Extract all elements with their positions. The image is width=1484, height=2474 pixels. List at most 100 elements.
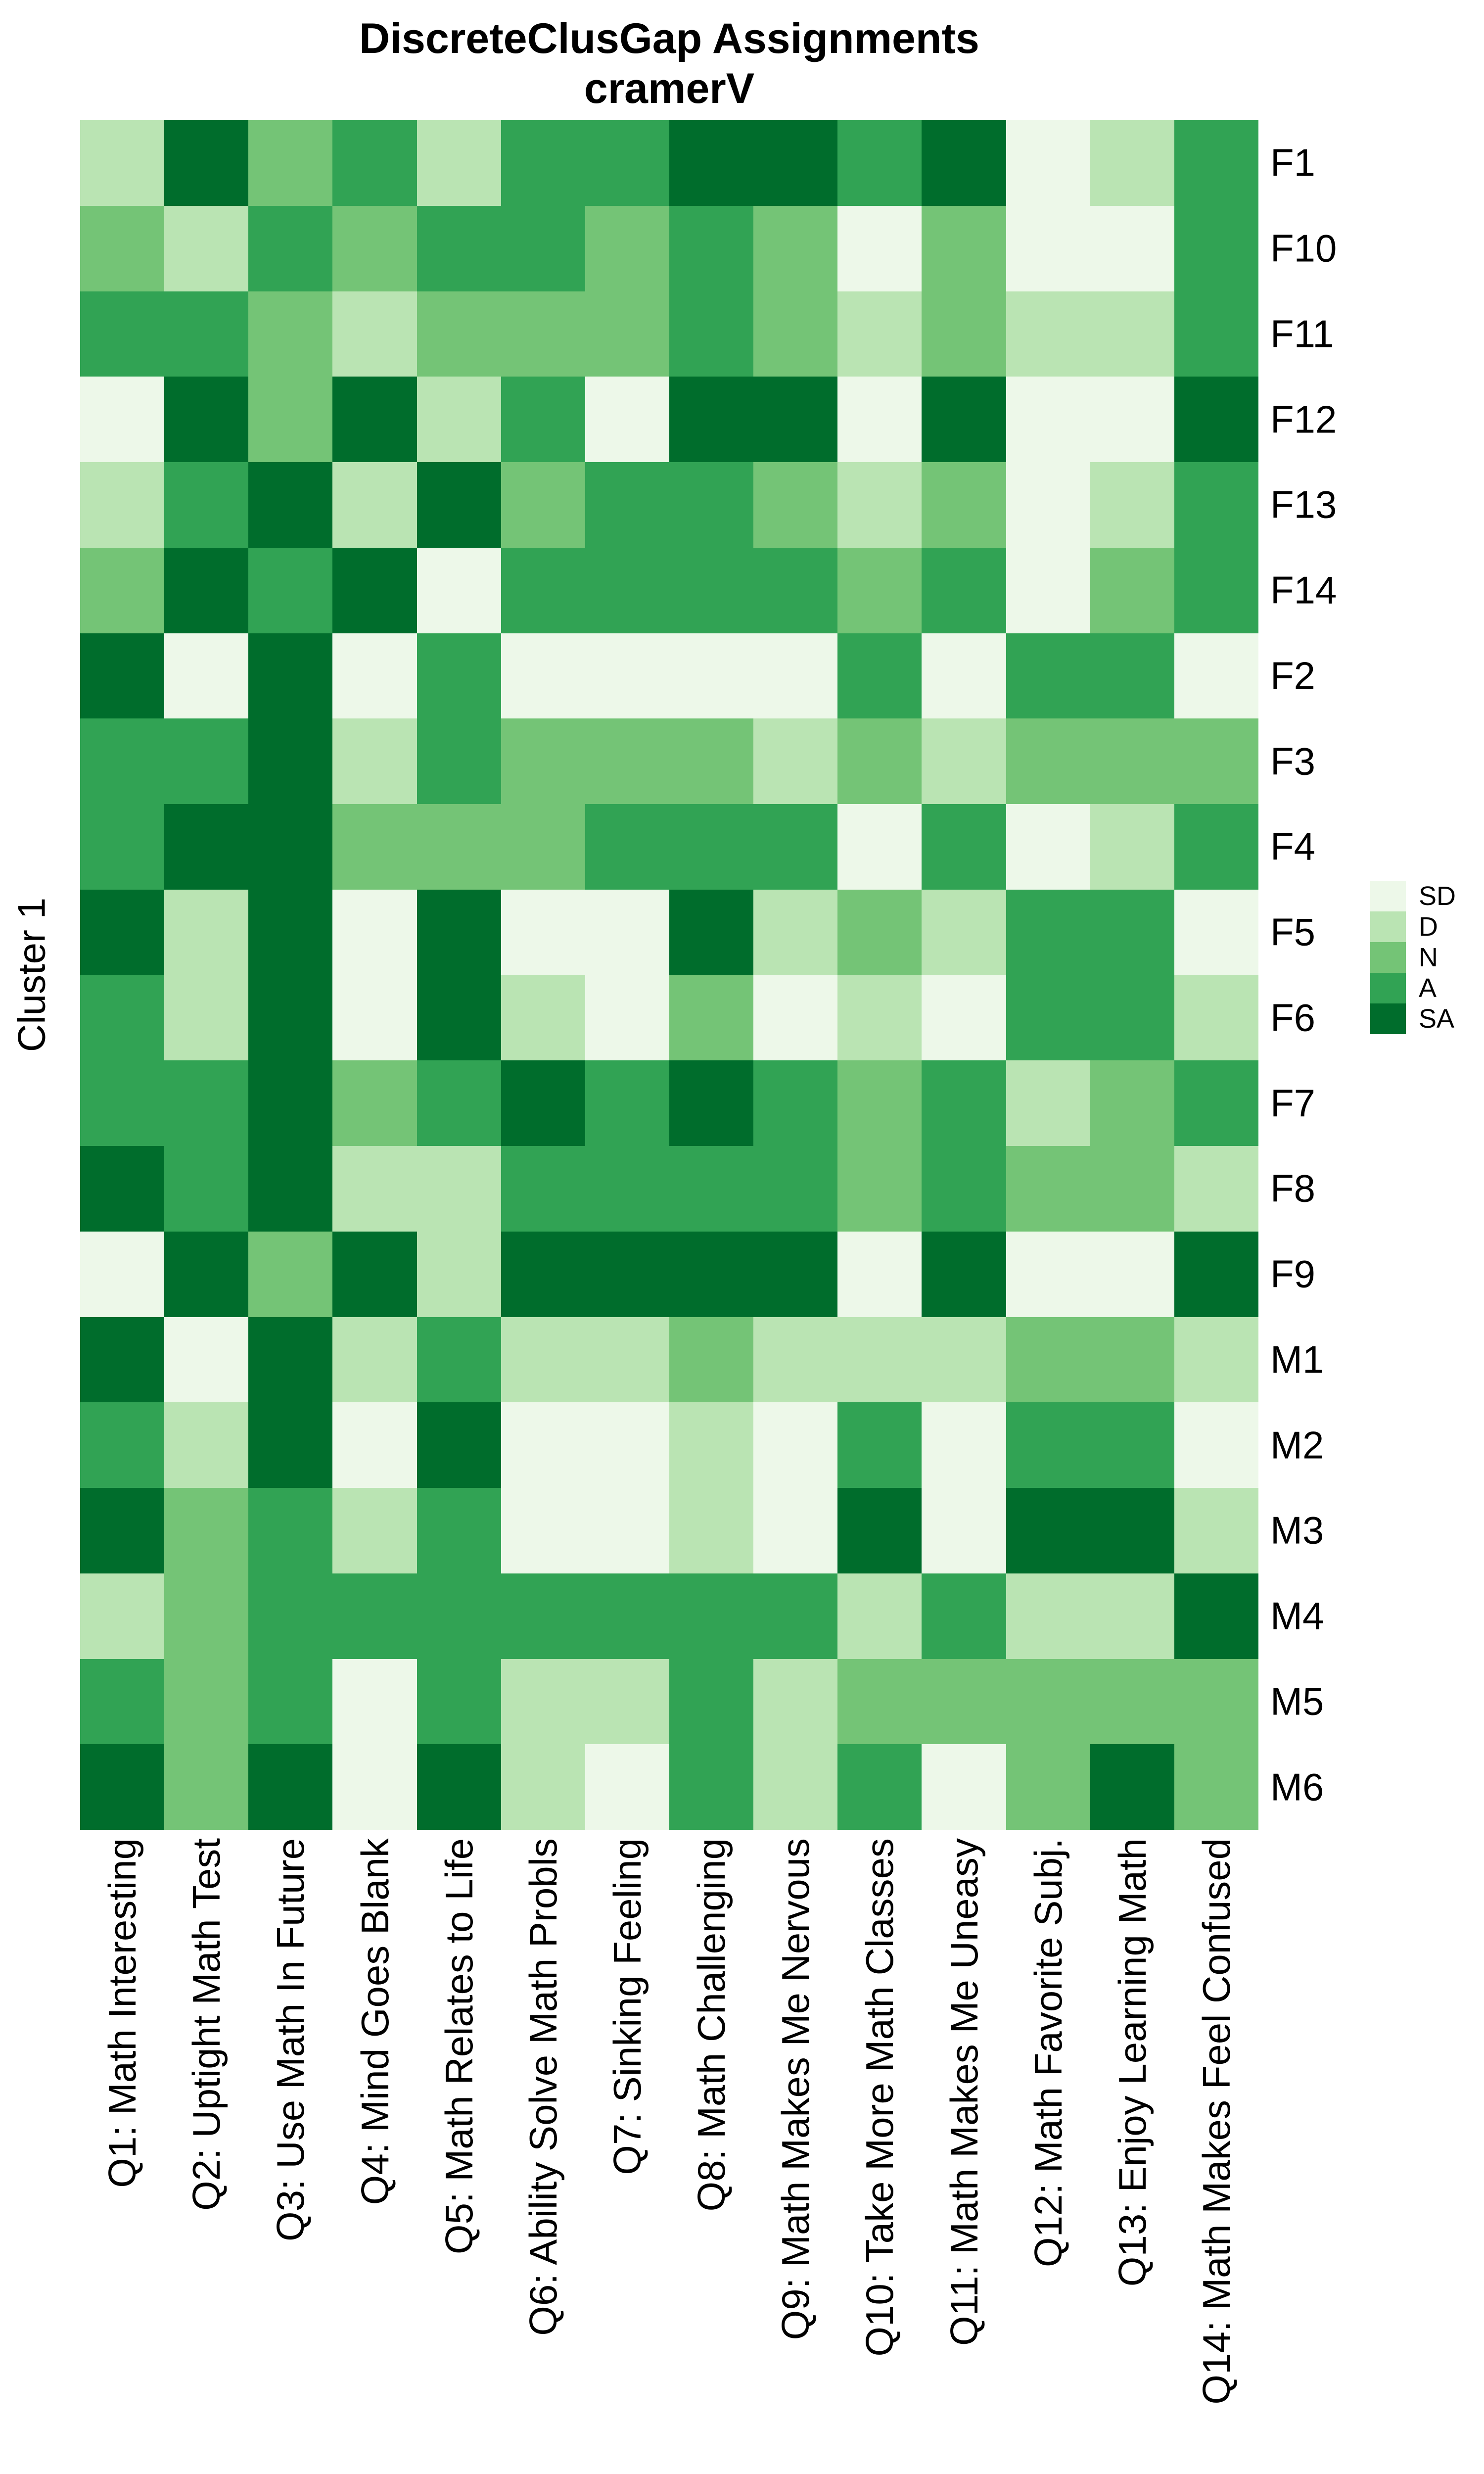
heatmap-cell — [922, 547, 1006, 633]
heatmap-cell — [1006, 1402, 1090, 1488]
heatmap-cell — [669, 804, 754, 890]
heatmap-cell — [248, 889, 333, 975]
heatmap-cell — [417, 889, 501, 975]
heatmap-cell — [164, 1488, 249, 1573]
heatmap-cell — [80, 975, 165, 1061]
heatmap-cell — [248, 1744, 333, 1830]
heatmap-cell — [248, 718, 333, 804]
heatmap-cell — [417, 1488, 501, 1573]
heatmap-cell — [164, 718, 249, 804]
heatmap-cell — [1090, 1317, 1174, 1403]
heatmap-cell — [80, 1659, 165, 1745]
row-label: F2 — [1270, 654, 1316, 698]
heatmap-cell — [501, 1573, 585, 1659]
legend-label: D — [1419, 912, 1438, 942]
heatmap-cell — [837, 120, 922, 206]
legend-swatch — [1370, 1003, 1406, 1034]
heatmap-cell — [80, 1231, 165, 1317]
heatmap-cell — [332, 1573, 417, 1659]
row-label: M5 — [1270, 1679, 1324, 1723]
heatmap-cell — [922, 205, 1006, 291]
row-label: M4 — [1270, 1594, 1324, 1638]
col-label: Q11: Math Makes Me Uneasy — [942, 1838, 986, 2346]
heatmap-cell — [1006, 889, 1090, 975]
heatmap-cell — [248, 1402, 333, 1488]
heatmap-cell — [80, 462, 165, 548]
col-label: Q10: Take More Math Classes — [858, 1838, 902, 2357]
heatmap-cell — [417, 1231, 501, 1317]
row-label: F5 — [1270, 910, 1316, 954]
heatmap-cell — [80, 1744, 165, 1830]
heatmap-cell — [80, 291, 165, 377]
heatmap-cell — [753, 291, 838, 377]
heatmap-cell — [1174, 1317, 1258, 1403]
heatmap-cell — [1006, 1744, 1090, 1830]
heatmap-cell — [753, 1231, 838, 1317]
heatmap-cell — [1006, 975, 1090, 1061]
heatmap-cell — [1090, 377, 1174, 462]
heatmap-cell — [417, 1317, 501, 1403]
heatmap-cell — [753, 205, 838, 291]
heatmap-cell — [753, 1060, 838, 1146]
heatmap-cell — [417, 1573, 501, 1659]
heatmap-cell — [669, 205, 754, 291]
chart-title: DiscreteClusGap Assignments cramerV — [80, 14, 1258, 114]
heatmap-cell — [417, 1060, 501, 1146]
legend-label: SA — [1419, 1004, 1455, 1034]
heatmap-cell — [837, 291, 922, 377]
heatmap-cell — [922, 120, 1006, 206]
heatmap-cell — [922, 1488, 1006, 1573]
heatmap-cell — [332, 1402, 417, 1488]
heatmap-cell — [332, 889, 417, 975]
heatmap-cell — [80, 889, 165, 975]
heatmap-cell — [501, 120, 585, 206]
heatmap-cell — [332, 633, 417, 719]
heatmap-cell — [248, 462, 333, 548]
heatmap-cell — [837, 1744, 922, 1830]
heatmap-cell — [1090, 1231, 1174, 1317]
heatmap-cell — [248, 1231, 333, 1317]
row-label: F9 — [1270, 1252, 1316, 1296]
heatmap-cell — [1006, 633, 1090, 719]
heatmap-cell — [164, 291, 249, 377]
heatmap-cell — [501, 1317, 585, 1403]
col-label: Q12: Math Favorite Subj. — [1026, 1838, 1070, 2268]
heatmap-cell — [585, 1060, 669, 1146]
heatmap-cell — [1174, 1659, 1258, 1745]
heatmap-cell — [753, 1146, 838, 1232]
heatmap-cell — [922, 633, 1006, 719]
heatmap-cell — [501, 804, 585, 890]
heatmap-cell — [753, 633, 838, 719]
heatmap-cell — [837, 1659, 922, 1745]
heatmap-cell — [1006, 1488, 1090, 1573]
heatmap-cell — [417, 975, 501, 1061]
heatmap-cell — [332, 1659, 417, 1745]
heatmap-cell — [1174, 1573, 1258, 1659]
col-label: Q4: Mind Goes Blank — [353, 1838, 397, 2205]
heatmap-cell — [501, 205, 585, 291]
heatmap-cell — [80, 633, 165, 719]
heatmap-cell — [585, 633, 669, 719]
heatmap-cell — [669, 633, 754, 719]
heatmap-cell — [80, 1146, 165, 1232]
legend: SD D N A SA — [1370, 881, 1456, 1034]
heatmap-cell — [753, 718, 838, 804]
heatmap-cell — [1174, 889, 1258, 975]
heatmap-cell — [1090, 889, 1174, 975]
heatmap-cell — [753, 462, 838, 548]
heatmap-cell — [248, 1146, 333, 1232]
heatmap-cell — [164, 889, 249, 975]
heatmap-cell — [922, 975, 1006, 1061]
heatmap-cell — [332, 547, 417, 633]
heatmap-cell — [1174, 291, 1258, 377]
heatmap-cell — [501, 1744, 585, 1830]
heatmap-cell — [417, 1146, 501, 1232]
heatmap-cell — [248, 1488, 333, 1573]
heatmap-cell — [1006, 547, 1090, 633]
heatmap-cell — [80, 547, 165, 633]
heatmap-cell — [1006, 291, 1090, 377]
heatmap-cell — [332, 1488, 417, 1573]
heatmap-cell — [80, 1573, 165, 1659]
heatmap-cell — [164, 633, 249, 719]
heatmap-cell — [922, 804, 1006, 890]
